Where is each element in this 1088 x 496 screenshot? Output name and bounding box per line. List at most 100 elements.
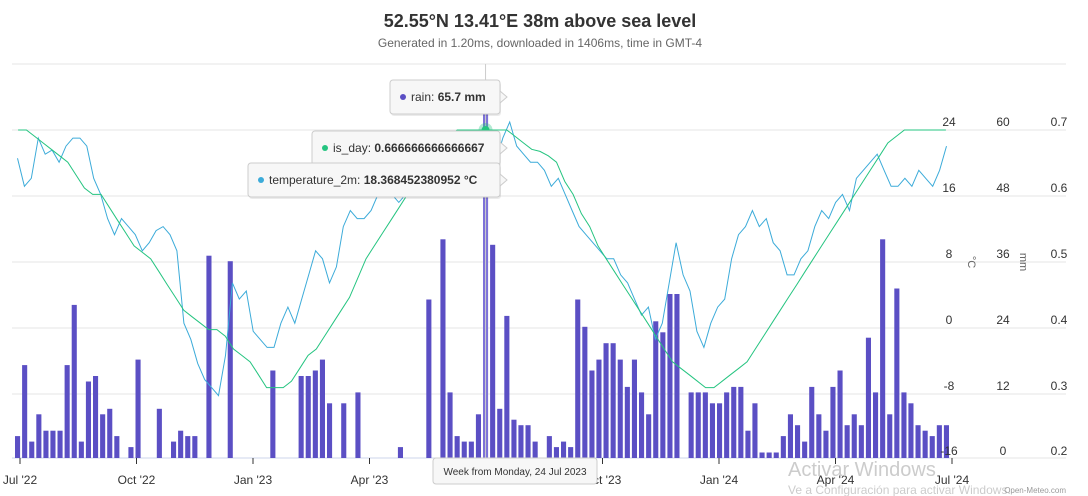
rain-bar[interactable] xyxy=(646,414,652,458)
rain-bar[interactable] xyxy=(327,403,333,458)
rain-bar[interactable] xyxy=(341,403,347,458)
rain-bar[interactable] xyxy=(50,430,56,458)
rain-bar[interactable] xyxy=(880,239,886,458)
rain-bar[interactable] xyxy=(15,436,21,458)
rain-bar[interactable] xyxy=(206,255,212,458)
rain-bar[interactable] xyxy=(759,452,765,459)
rain-bar[interactable] xyxy=(922,430,928,458)
rain-bar[interactable] xyxy=(355,392,361,458)
rain-bar[interactable] xyxy=(447,392,453,458)
rain-bar[interactable] xyxy=(724,392,730,458)
rain-bar[interactable] xyxy=(702,392,708,458)
rain-bar[interactable] xyxy=(596,359,602,458)
rain-bar[interactable] xyxy=(631,359,637,458)
rain-bar[interactable] xyxy=(227,261,233,458)
rain-bar[interactable] xyxy=(887,414,893,458)
rain-bar[interactable] xyxy=(85,381,91,459)
rain-bar[interactable] xyxy=(780,436,786,458)
rain-bar[interactable] xyxy=(802,441,808,458)
rain-bar[interactable] xyxy=(490,244,496,458)
rain-bar[interactable] xyxy=(192,436,198,458)
rain-bar[interactable] xyxy=(787,414,793,458)
rain-bar[interactable] xyxy=(766,452,772,459)
rain-bar[interactable] xyxy=(525,425,531,458)
rain-bar[interactable] xyxy=(624,386,630,458)
rain-bar[interactable] xyxy=(915,425,921,458)
rain-bar[interactable] xyxy=(454,436,460,458)
rain-bar[interactable] xyxy=(319,359,325,458)
rain-bar[interactable] xyxy=(865,337,871,458)
rain-bar[interactable] xyxy=(78,441,84,458)
rain-bar[interactable] xyxy=(107,408,113,458)
rain-bar[interactable] xyxy=(851,414,857,458)
rain-bar[interactable] xyxy=(553,447,559,458)
rain-bar[interactable] xyxy=(773,452,779,459)
rain-bar[interactable] xyxy=(738,386,744,458)
rain-bar[interactable] xyxy=(660,332,666,458)
rain-bar[interactable] xyxy=(745,430,751,458)
rain-bar[interactable] xyxy=(22,365,28,458)
rain-bar[interactable] xyxy=(532,441,538,458)
rain-bar[interactable] xyxy=(908,403,914,458)
rain-bar[interactable] xyxy=(64,365,70,458)
rain-bar[interactable] xyxy=(71,304,77,458)
rain-bar[interactable] xyxy=(653,321,659,458)
rain-bar[interactable] xyxy=(43,430,49,458)
rain-bar[interactable] xyxy=(688,392,694,458)
rain-bar[interactable] xyxy=(844,425,850,458)
rain-bar[interactable] xyxy=(29,441,35,458)
rain-bars[interactable] xyxy=(15,98,949,459)
rain-bar[interactable] xyxy=(709,403,715,458)
rain-bar[interactable] xyxy=(575,299,581,459)
rain-bar[interactable] xyxy=(518,425,524,458)
rain-bar[interactable] xyxy=(795,425,801,458)
rain-bar[interactable] xyxy=(312,370,318,459)
rain-bar[interactable] xyxy=(468,441,474,458)
rain-bar[interactable] xyxy=(156,408,162,458)
rain-bar[interactable] xyxy=(830,386,836,458)
rain-bar[interactable] xyxy=(397,447,403,458)
rain-bar[interactable] xyxy=(504,315,510,458)
rain-bar[interactable] xyxy=(171,441,177,458)
rain-bar[interactable] xyxy=(100,414,106,458)
rain-bar[interactable] xyxy=(823,430,829,458)
rain-bar[interactable] xyxy=(305,376,311,458)
rain-bar[interactable] xyxy=(610,343,616,458)
rain-bar[interactable] xyxy=(568,447,574,458)
rain-bar[interactable] xyxy=(270,370,276,459)
rain-bar[interactable] xyxy=(511,419,517,458)
rain-bar[interactable] xyxy=(731,386,737,458)
rain-bar[interactable] xyxy=(936,425,942,458)
rain-bar[interactable] xyxy=(57,430,63,458)
rain-bar[interactable] xyxy=(929,436,935,458)
rain-bar[interactable] xyxy=(582,326,588,458)
rain-bar[interactable] xyxy=(816,414,822,458)
rain-bar[interactable] xyxy=(617,359,623,458)
rain-bar[interactable] xyxy=(546,436,552,458)
rain-bar[interactable] xyxy=(475,414,481,458)
rain-bar[interactable] xyxy=(497,408,503,458)
rain-bar[interactable] xyxy=(873,392,879,458)
rain-bar[interactable] xyxy=(894,288,900,459)
credits[interactable]: Open-Meteo.com xyxy=(1004,486,1066,495)
rain-bar[interactable] xyxy=(901,392,907,458)
rain-bar[interactable] xyxy=(603,343,609,458)
rain-bar[interactable] xyxy=(695,392,701,458)
rain-bar[interactable] xyxy=(752,403,758,458)
rain-bar[interactable] xyxy=(93,376,99,458)
rain-bar[interactable] xyxy=(426,299,432,459)
rain-bar[interactable] xyxy=(589,370,595,459)
rain-bar[interactable] xyxy=(114,436,120,458)
rain-bar[interactable] xyxy=(36,414,42,458)
rain-bar[interactable] xyxy=(674,294,680,458)
rain-bar[interactable] xyxy=(298,376,304,458)
rain-bar[interactable] xyxy=(837,370,843,459)
rain-bar[interactable] xyxy=(440,239,446,458)
rain-bar[interactable] xyxy=(561,441,567,458)
rain-bar[interactable] xyxy=(461,441,467,458)
rain-bar[interactable] xyxy=(667,294,673,458)
rain-bar[interactable] xyxy=(178,430,184,458)
rain-bar[interactable] xyxy=(135,359,141,458)
rain-bar[interactable] xyxy=(717,403,723,458)
rain-bar[interactable] xyxy=(943,425,949,458)
